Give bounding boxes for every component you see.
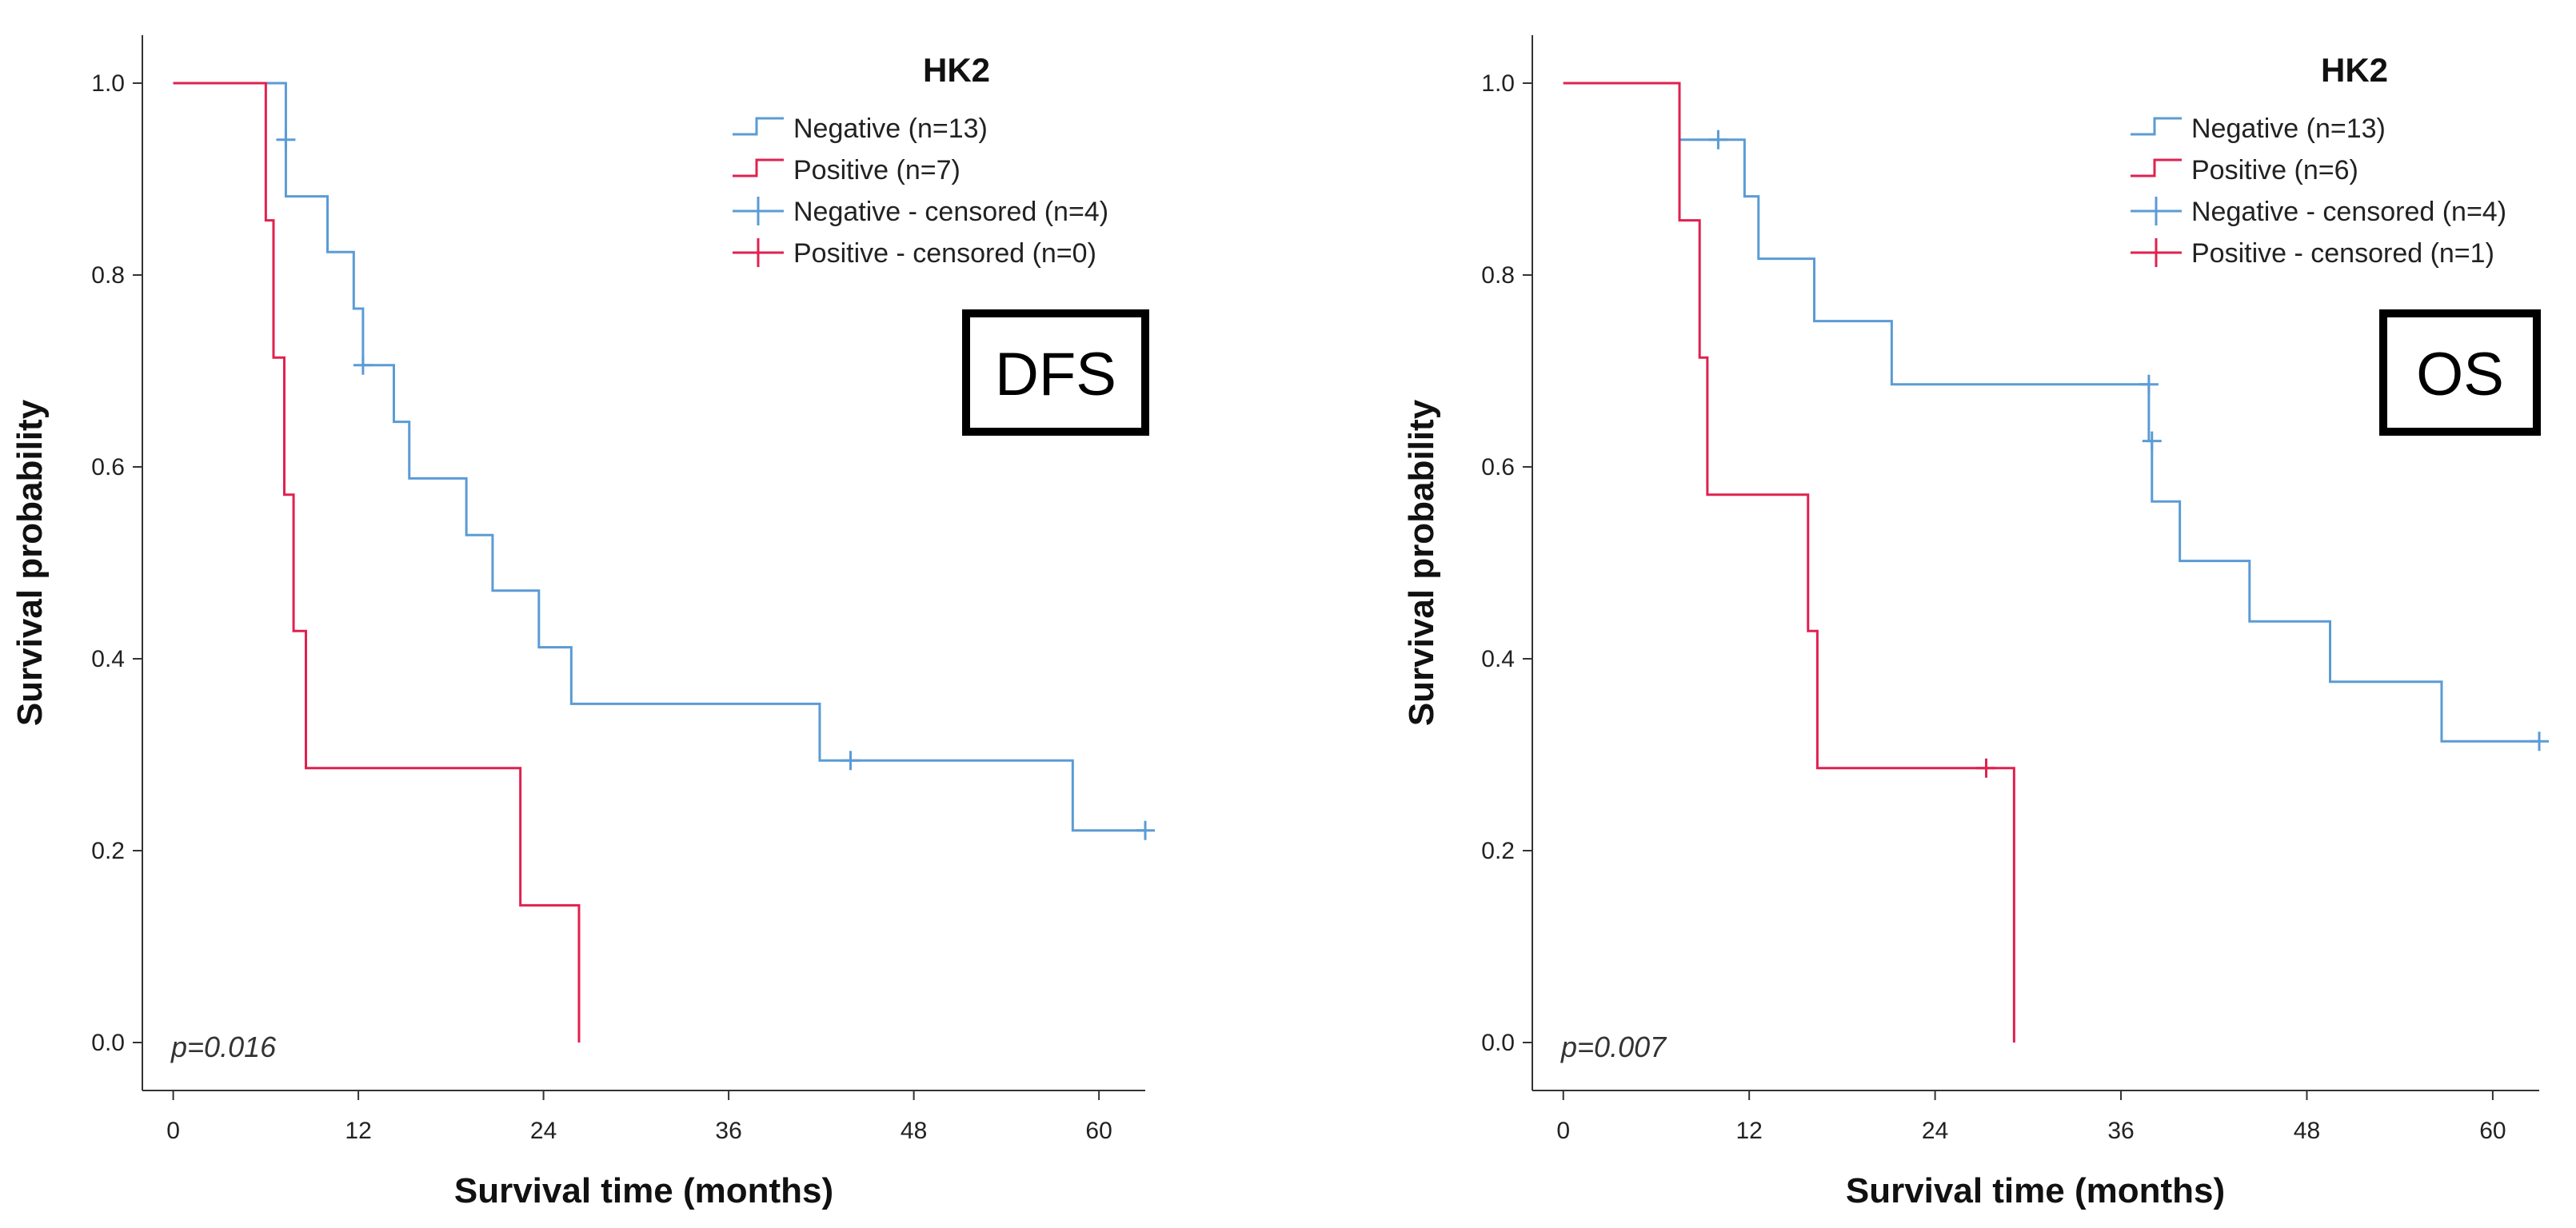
p-value-label: p=0.007	[1560, 1031, 1667, 1063]
y-axis-label: Survival probability	[10, 399, 50, 726]
legend-title: HK2	[923, 51, 990, 89]
censor-mark	[1708, 130, 1728, 150]
y-tick-label: 0.2	[1481, 838, 1515, 864]
series-line-positive	[173, 82, 581, 1043]
y-tick-label: 0.4	[1481, 646, 1515, 672]
legend-label: Positive - censored (n=0)	[793, 238, 1096, 269]
x-tick-label: 60	[2479, 1118, 2506, 1144]
y-tick-label: 0.8	[91, 262, 125, 289]
legend-label: Negative (n=13)	[2191, 114, 2386, 144]
legend-swatch-step	[733, 117, 784, 136]
x-axis-label: Survival time (months)	[454, 1171, 833, 1210]
censor-mark	[841, 751, 861, 771]
censor-mark	[2142, 431, 2162, 451]
x-tick-label: 60	[1085, 1118, 1112, 1144]
x-tick-label: 36	[2107, 1118, 2134, 1144]
x-tick-label: 48	[2294, 1118, 2320, 1144]
legend-label: Negative (n=13)	[793, 114, 988, 144]
legend-swatch-step	[733, 158, 784, 177]
x-tick-label: 12	[1735, 1118, 1762, 1144]
x-tick-label: 0	[166, 1118, 180, 1144]
x-tick-label: 36	[715, 1118, 741, 1144]
legend-title: HK2	[2321, 51, 2388, 89]
legend-swatch-censor	[2131, 238, 2182, 267]
legend-swatch-step	[2131, 158, 2182, 177]
x-tick-label: 12	[345, 1118, 371, 1144]
y-tick-label: 0.2	[91, 838, 125, 864]
y-tick-label: 0.4	[91, 646, 125, 672]
legend-swatch-censor	[2131, 197, 2182, 225]
y-axis-label: Survival probability	[1402, 399, 1441, 726]
y-tick-label: 0.0	[91, 1030, 125, 1056]
series-line-negative	[173, 82, 1145, 832]
y-tick-label: 0.6	[1481, 454, 1515, 480]
x-tick-label: 0	[1556, 1118, 1570, 1144]
legend-label: Positive - censored (n=1)	[2191, 238, 2494, 269]
censor-mark	[276, 130, 296, 150]
legend-label: Negative - censored (n=4)	[793, 197, 1108, 227]
p-value-label: p=0.016	[170, 1031, 277, 1063]
x-tick-label: 24	[1922, 1118, 1948, 1144]
censor-mark	[2139, 374, 2159, 394]
legend-label: Positive (n=7)	[793, 155, 961, 185]
badge-label: DFS	[995, 341, 1116, 409]
chart-os: 0.0 0.2 0.4 0.6 0.8 1.0 0 12 24 36 48 60 Survival ti…	[1402, 35, 2549, 1210]
y-tick-label: 0.8	[1481, 262, 1515, 289]
series-line-negative	[1563, 82, 2539, 743]
y-tick-label: 1.0	[91, 70, 125, 97]
y-tick-label: 1.0	[1481, 70, 1515, 97]
legend-swatch-censor	[733, 197, 784, 225]
x-axis-label: Survival time (months)	[1846, 1171, 2225, 1210]
censor-mark	[2530, 732, 2549, 752]
badge-box	[962, 309, 1149, 436]
y-tick-label: 0.6	[91, 454, 125, 480]
y-tick-label: 0.0	[1481, 1030, 1515, 1056]
censor-mark	[1136, 820, 1155, 840]
badge-label: OS	[2416, 341, 2504, 409]
censor-mark	[1976, 758, 1996, 778]
x-tick-label: 24	[530, 1118, 557, 1144]
legend-label: Negative - censored (n=4)	[2191, 197, 2506, 227]
legend-label: Positive (n=6)	[2191, 155, 2358, 185]
legend-swatch-step	[2131, 117, 2182, 136]
legend-swatch-censor	[733, 238, 784, 267]
badge-box	[2379, 309, 2541, 436]
x-tick-label: 48	[901, 1118, 927, 1144]
chart-dfs: 0.0 0.2 0.4 0.6 0.8 1.0 0 12 24 36 48 60 Survival ti…	[10, 35, 1155, 1210]
censor-mark	[353, 355, 373, 375]
series-line-positive	[1563, 82, 2015, 1043]
